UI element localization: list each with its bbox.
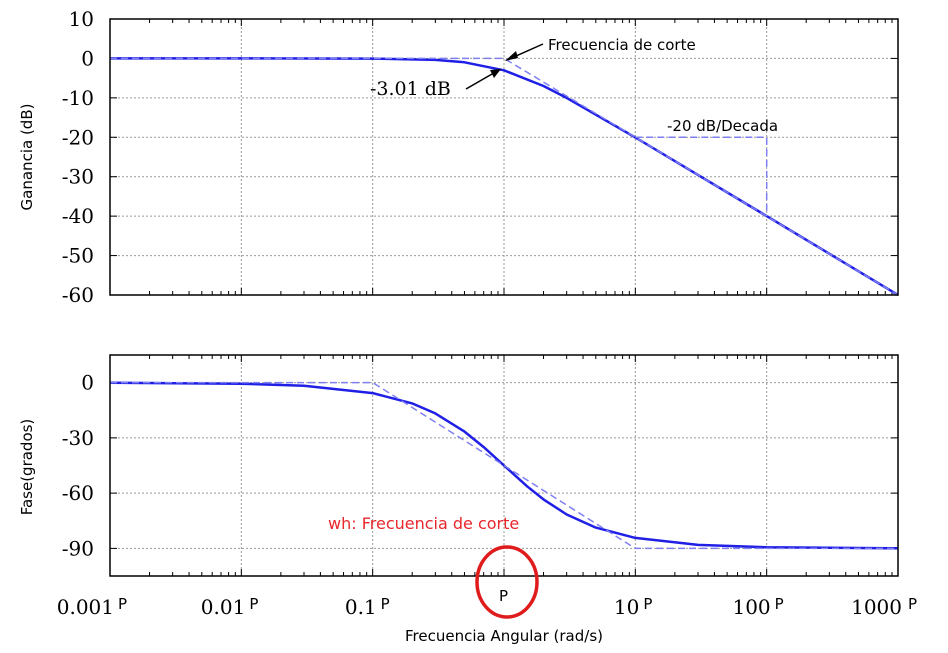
y-tick-label: -60 (62, 481, 94, 505)
y-tick-label: -20 (62, 125, 94, 149)
x-tick-suffix: P (118, 595, 127, 613)
phase-x-ticks: 0.001 P 0.01 P 0.1 P P 10 P 100 P 1000 P (57, 587, 917, 619)
annotation-3db-text: -3.01 dB (370, 78, 451, 100)
x-tick-suffix: P (249, 595, 258, 613)
phase-x-axis-label: Frecuencia Angular (rad/s) (405, 627, 603, 645)
x-tick-suffix: P (499, 587, 508, 605)
x-tick-suffix: P (381, 595, 390, 613)
y-tick-label: 10 (69, 7, 94, 31)
annotation-wh-text: wh: Frecuencia de corte (328, 514, 519, 533)
y-tick-label: -10 (62, 86, 94, 110)
phase-panel: 0 -30 -60 -90 Fase(grados) wh: Frecuencia d… (18, 354, 917, 645)
y-tick-label: -90 (62, 536, 94, 560)
magnitude-panel: 10 0 -10 -20 -30 -40 -50 -60 Ganancia (dB) Frec… (18, 7, 899, 307)
x-tick-label: 0.001 (57, 595, 114, 619)
annotation-3db-arrowhead (490, 69, 501, 78)
x-tick-label: 100 (732, 595, 770, 619)
magnitude-series (110, 57, 899, 297)
magnitude-grid (110, 19, 898, 295)
magnitude-frame (109, 18, 899, 296)
annotation-3db: -3.01 dB (370, 69, 501, 100)
magnitude-minor-ticks (109, 19, 893, 295)
y-tick-label: 0 (81, 46, 94, 70)
x-tick-label: 0.1 (345, 595, 377, 619)
phase-minor-ticks (109, 355, 893, 576)
x-tick-suffix: P (908, 595, 917, 613)
magnitude-y-ticks: 10 0 -10 -20 -30 -40 -50 -60 (62, 7, 898, 307)
y-tick-label: -40 (62, 204, 94, 228)
x-tick-label: 1000 (851, 595, 902, 619)
phase-series (109, 381, 899, 550)
annotation-cutoff-text: Frecuencia de corte (548, 36, 696, 54)
y-tick-label: -50 (62, 244, 94, 268)
x-tick-suffix: P (643, 595, 652, 613)
annotation-cutoff: Frecuencia de corte (505, 36, 696, 61)
annotation-slope-text: -20 dB/Decada (667, 117, 778, 135)
y-tick-label: -30 (62, 426, 94, 450)
y-tick-label: -30 (62, 165, 94, 189)
x-tick-suffix: P (775, 595, 784, 613)
phase-frame (109, 354, 899, 577)
series-line-asymptote (110, 381, 898, 550)
magnitude-y-axis-label: Ganancia (dB) (18, 104, 36, 211)
x-tick-label: 0.01 (201, 595, 246, 619)
series-line-exact (109, 381, 899, 550)
x-tick-label: 10 (614, 595, 639, 619)
annotation-cutoff-arrowhead (505, 51, 518, 61)
y-tick-label: -60 (62, 283, 94, 307)
highlight-circle (475, 545, 539, 619)
y-tick-label: 0 (81, 371, 94, 395)
phase-y-axis-label: Fase(grados) (18, 419, 36, 516)
